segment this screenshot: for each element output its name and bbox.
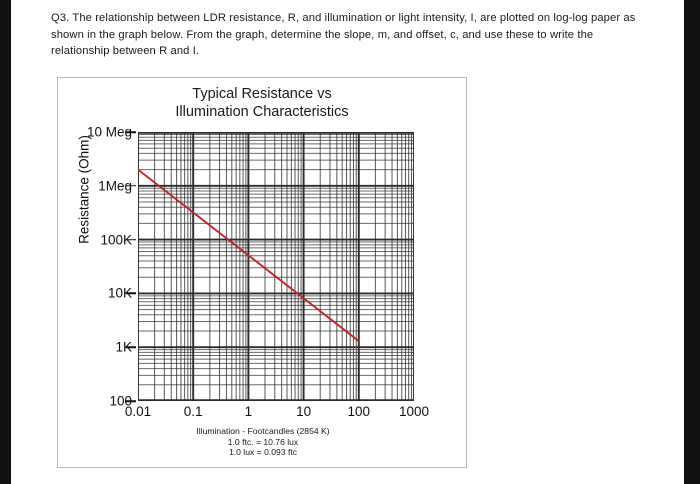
left-black-band <box>0 0 11 484</box>
y-tick-mark-100 <box>126 400 136 402</box>
chart-figure: Typical Resistance vs Illumination Chara… <box>57 77 467 468</box>
y-tick-mark-1meg <box>126 185 136 187</box>
x-axis-labels: 0.01 0.1 1 10 100 1000 <box>125 404 429 424</box>
question-text: Q3. The relationship between LDR resista… <box>51 12 636 57</box>
caption-illumination: Illumination - Footcandles (2854 K) <box>196 426 330 436</box>
y-tick-label-100: 100 <box>109 393 132 409</box>
y-tick-label-10k: 10K <box>107 285 132 301</box>
x-tick-label-10: 10 <box>296 404 312 419</box>
plot-area <box>138 132 414 401</box>
caption-lux-to-ftc: 1.0 lux = 0.093 ftc <box>228 447 298 457</box>
x-tick-label-100: 100 <box>347 404 371 419</box>
y-tick-mark-100k <box>126 238 136 241</box>
y-tick-label-100k: 100K <box>100 232 132 248</box>
y-tick-mark-10meg <box>126 131 136 133</box>
chart-title-line-2: Illumination Characteristics <box>175 104 349 120</box>
chart-title-line-1: Typical Resistance vs <box>192 86 332 102</box>
chart-title: Typical Resistance vs Illumination Chara… <box>58 85 466 121</box>
right-black-band <box>684 0 700 484</box>
y-axis-labels: 10 Meg 1Meg 100K 10K 1K 100 <box>58 125 136 409</box>
log-log-grid <box>138 132 414 401</box>
caption-ftc-to-lux: 1.0 ftc. = 10.76 lux <box>227 436 299 447</box>
x-tick-label-0-1: 0.1 <box>183 404 203 419</box>
x-tick-label-1: 1 <box>244 404 253 419</box>
y-tick-mark-10k <box>126 292 136 295</box>
x-axis-caption: Illumination - Footcandles (2854 K) 1.0 … <box>58 426 468 458</box>
document-page: Q3. The relationship between LDR resista… <box>11 0 684 484</box>
y-tick-label-1k: 1K <box>115 339 132 355</box>
y-tick-label-10meg: 10 Meg <box>86 124 132 140</box>
y-tick-mark-1k <box>126 346 136 348</box>
y-tick-label-1meg: 1Meg <box>98 178 132 194</box>
plot-grid-container <box>138 132 414 401</box>
x-tick-label-1000: 1000 <box>398 404 430 419</box>
x-tick-label-0-01: 0.01 <box>124 404 152 419</box>
